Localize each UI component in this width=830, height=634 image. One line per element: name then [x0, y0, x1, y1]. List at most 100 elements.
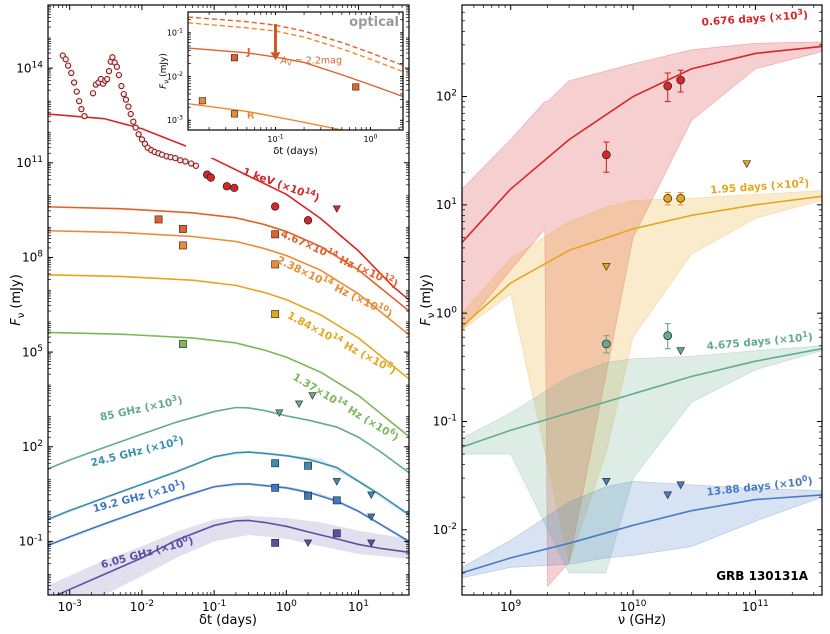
left-y-tick-label: 10-1	[19, 534, 43, 549]
xray-early-point	[78, 106, 85, 113]
right-y-tick-label: 102	[436, 89, 457, 104]
data-marker-r85	[308, 392, 317, 400]
right-plot-area	[462, 41, 822, 588]
xray-early-point	[64, 62, 72, 69]
sed-panel: 109 1010 1011 10-2 10-1 100 101 102 Fν (mJy) ν (G…	[419, 4, 823, 628]
sed-marker-sed1	[602, 150, 611, 160]
sed-band-sed3	[462, 345, 822, 574]
inset-marker-r	[230, 110, 238, 118]
data-marker-xray	[230, 183, 239, 193]
data-marker-I	[271, 310, 280, 318]
left-y-tick-label: 102	[22, 439, 43, 454]
data-marker-r24	[367, 491, 376, 500]
inset-marker-j	[352, 83, 360, 91]
sed-marker-sed2	[663, 193, 673, 203]
data-marker-r6	[303, 539, 313, 548]
data-marker-J	[179, 225, 187, 233]
xray-early-point	[68, 69, 75, 77]
grb-label: GRB 130131A	[716, 569, 809, 583]
xray-early-point	[73, 88, 80, 95]
sed-marker-sed2	[602, 263, 611, 271]
data-marker-J	[271, 230, 280, 239]
curve-label-xray: 1 keV (×1014)	[241, 164, 322, 205]
inset-title: optical	[349, 15, 399, 30]
data-marker-H	[179, 241, 187, 250]
sed-marker-sed4	[663, 491, 673, 500]
model-curve-H	[48, 229, 409, 336]
left-y-tick-label: 1011	[16, 155, 43, 170]
inset-marker-r	[198, 97, 206, 105]
xray-early-point	[132, 124, 139, 131]
model-curve-r19	[48, 483, 409, 547]
inset-y-axis-label: Fν (mJy)	[159, 53, 171, 89]
band-r6	[48, 515, 409, 595]
model-curve-xray	[48, 113, 409, 301]
data-marker-r19	[367, 513, 376, 522]
right-y-tick-label: 101	[436, 197, 457, 212]
extinction-arrow-head	[270, 52, 281, 61]
left-x-tick-label: 101	[348, 599, 369, 614]
left-frame	[47, 4, 410, 596]
right-y-tick-label: 10-1	[433, 414, 457, 429]
model-curve-r85	[48, 406, 409, 474]
left-y-tick-label: 105	[22, 344, 43, 359]
xray-early-point	[125, 103, 132, 110]
xray-early-point	[89, 90, 97, 97]
data-marker-J	[154, 215, 163, 224]
data-marker-r24	[332, 478, 341, 486]
curve-label-I: 1.84×1014 Hz (×108)	[285, 308, 399, 377]
inset-plot-area	[188, 16, 403, 130]
data-marker-K	[179, 340, 187, 348]
xray-early-point	[113, 63, 121, 70]
data-marker-r85	[294, 400, 304, 408]
sed-marker-sed2	[742, 160, 752, 169]
right-y-tick-label: 10-2	[433, 522, 457, 537]
inset-y-tick-label: 10-3	[167, 115, 183, 125]
inset-curve-r	[188, 102, 346, 130]
data-marker-xray	[206, 173, 215, 182]
inset-curve-r-unextinguished	[188, 22, 403, 73]
xray-early-point	[135, 131, 142, 138]
xray-early-point	[138, 136, 146, 143]
inset-curve-j	[188, 47, 403, 98]
curve-label-r24: 24.5 GHz (×102)	[89, 433, 185, 470]
xray-early-point	[62, 56, 69, 63]
xray-early-point	[182, 158, 189, 165]
data-marker-r85	[275, 409, 284, 417]
xray-early-point	[187, 160, 195, 167]
optical-inset-panel: 10-1 100 10-3 10-2 10-1 optical AV ≈ 2.2mag J R F…	[159, 10, 405, 158]
xray-early-point	[105, 68, 113, 75]
data-marker-xray	[271, 202, 280, 211]
inset-x-tick-label: 100	[363, 134, 377, 144]
extinction-annotation: AV ≈ 2.2mag	[279, 55, 342, 67]
sed-marker-sed4	[602, 478, 611, 486]
sed-marker-sed1	[663, 81, 673, 91]
left-y-axis-label: Fν (mJy)	[9, 274, 27, 326]
sed-marker-sed3	[602, 339, 611, 349]
xray-early-point	[118, 82, 125, 90]
xray-early-point	[115, 71, 123, 79]
sed-marker-sed1	[676, 75, 686, 85]
model-curve-I	[48, 274, 409, 380]
inset-series-label-j: J	[246, 47, 251, 58]
xray-early-point	[122, 96, 130, 103]
data-marker-r6	[332, 529, 341, 538]
left-y-tick-label: 108	[22, 250, 43, 265]
sed-marker-sed3	[676, 347, 685, 356]
data-marker-H	[271, 260, 280, 269]
curve-label-r19: 19.2 GHz (×101)	[91, 477, 187, 515]
inset-x-axis-label: δt (days)	[273, 146, 318, 157]
curve-label-K: 1.37×1014 Hz (×106)	[290, 369, 401, 444]
sed-band-sed4	[462, 481, 822, 579]
sed-marker-sed2	[676, 193, 686, 203]
right-x-tick-label: 1010	[620, 599, 647, 614]
inset-marker-j	[230, 54, 238, 62]
xray-early-point	[120, 90, 127, 98]
inset-x-tick-label: 10-1	[267, 134, 283, 144]
left-x-tick-label: 10-1	[202, 599, 226, 614]
xray-early-point	[81, 113, 88, 120]
sed-model-sed4	[462, 494, 822, 574]
sed-band-sed2	[462, 190, 822, 564]
data-marker-r19	[332, 496, 341, 505]
